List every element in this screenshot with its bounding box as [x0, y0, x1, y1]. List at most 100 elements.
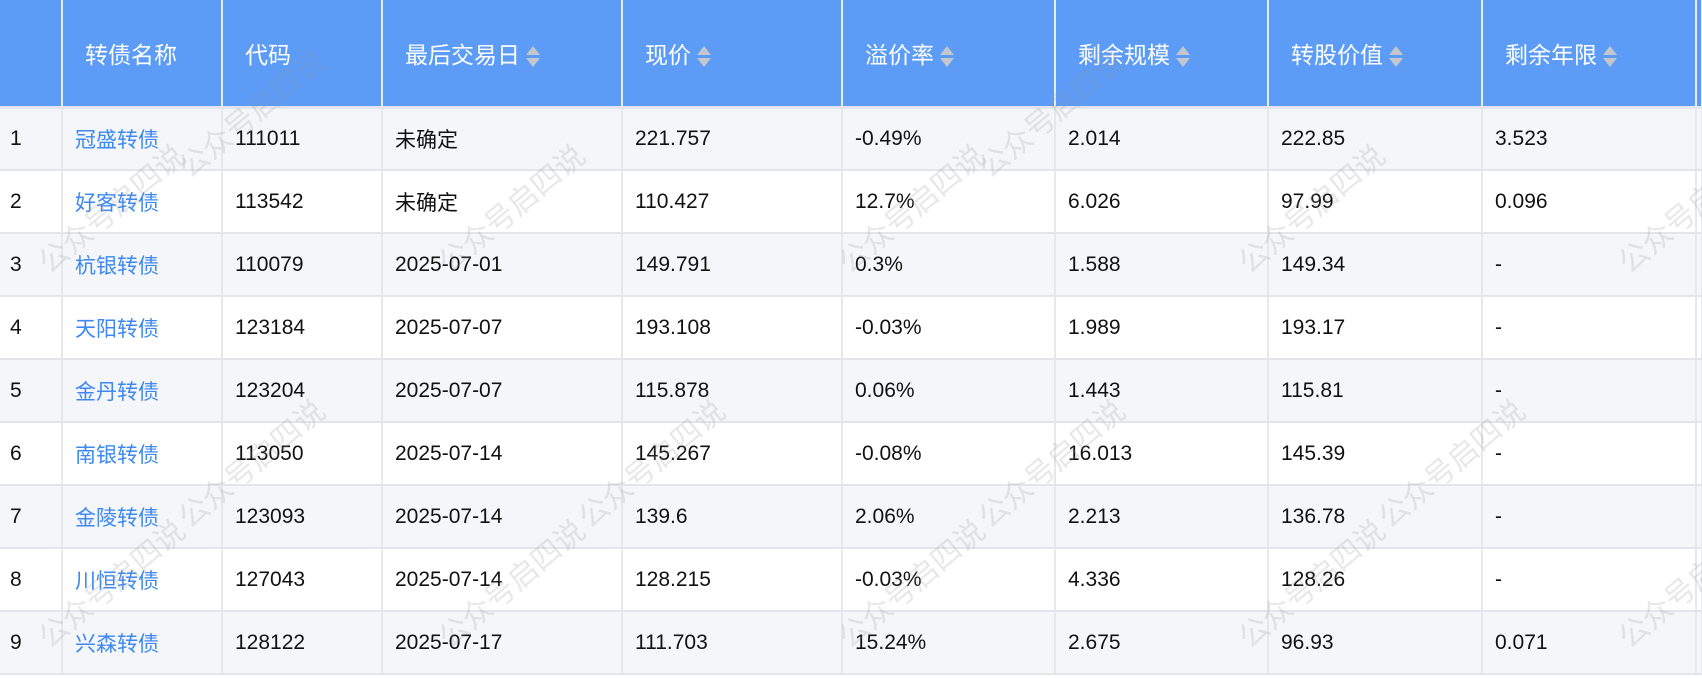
cell-remaining-years: - — [1482, 485, 1697, 549]
sort-icon[interactable] — [1603, 45, 1617, 69]
cell-index: 8 — [0, 548, 63, 612]
sort-icon[interactable] — [1389, 45, 1403, 69]
sort-icon[interactable] — [940, 45, 954, 69]
table-row: 3 杭银转债 110079 2025-07-01 149.791 0.3% 1.588 149… — [0, 233, 1702, 297]
cell-premium-rate: -0.03% — [842, 296, 1056, 360]
cell-extra — [1696, 359, 1702, 423]
cell-conversion-value: 96.93 — [1268, 611, 1483, 675]
cell-extra — [1696, 611, 1702, 675]
table-header: 转债名称 代码 最后交易日 现价 溢价率 剩余规模 转股价值 剩余年限 — [0, 0, 1702, 109]
cell-remaining-years: - — [1482, 296, 1697, 360]
cell-premium-rate: 0.3% — [842, 233, 1056, 297]
cell-conversion-value: 222.85 — [1268, 107, 1483, 171]
cell-index: 5 — [0, 359, 63, 423]
sort-icon[interactable] — [526, 45, 540, 69]
header-conversion-value[interactable]: 转股价值 — [1268, 0, 1483, 109]
table-body: 1 冠盛转债 111011 未确定 221.757 -0.49% 2.014 222.85 3.… — [0, 107, 1702, 675]
header-remaining-size[interactable]: 剩余规模 — [1055, 0, 1269, 109]
cell-remaining-size: 1.989 — [1055, 296, 1269, 360]
cell-premium-rate: 2.06% — [842, 485, 1056, 549]
cell-index: 3 — [0, 233, 63, 297]
cell-remaining-years: 0.071 — [1482, 611, 1697, 675]
header-label: 转股价值 — [1291, 41, 1383, 68]
cell-remaining-size: 4.336 — [1055, 548, 1269, 612]
cell-bond-name[interactable]: 川恒转债 — [62, 548, 223, 612]
cell-premium-rate: -0.08% — [842, 422, 1056, 486]
cell-index: 9 — [0, 611, 63, 675]
cell-extra — [1696, 296, 1702, 360]
cell-last-trading-day: 2025-07-17 — [382, 611, 623, 675]
cell-index: 4 — [0, 296, 63, 360]
cell-index: 2 — [0, 170, 63, 234]
cell-conversion-value: 128.26 — [1268, 548, 1483, 612]
sort-icon[interactable] — [697, 45, 711, 69]
cell-premium-rate: -0.03% — [842, 548, 1056, 612]
cell-code: 123204 — [222, 359, 383, 423]
header-label: 溢价率 — [865, 41, 934, 68]
cell-last-trading-day: 2025-07-14 — [382, 548, 623, 612]
cell-bond-name[interactable]: 好客转债 — [62, 170, 223, 234]
cell-code: 123184 — [222, 296, 383, 360]
cell-extra — [1696, 170, 1702, 234]
header-label: 剩余年限 — [1505, 41, 1597, 68]
cell-price: 193.108 — [622, 296, 843, 360]
cell-last-trading-day: 2025-07-01 — [382, 233, 623, 297]
cell-price: 145.267 — [622, 422, 843, 486]
cell-remaining-size: 2.014 — [1055, 107, 1269, 171]
cell-last-trading-day: 2025-07-07 — [382, 359, 623, 423]
cell-remaining-size: 2.213 — [1055, 485, 1269, 549]
cell-price: 111.703 — [622, 611, 843, 675]
cell-code: 127043 — [222, 548, 383, 612]
cell-last-trading-day: 2025-07-14 — [382, 485, 623, 549]
cell-bond-name[interactable]: 金陵转债 — [62, 485, 223, 549]
header-label: 代码 — [245, 41, 291, 68]
cell-remaining-size: 6.026 — [1055, 170, 1269, 234]
header-remaining-years[interactable]: 剩余年限 — [1482, 0, 1697, 109]
cell-remaining-years: 0.096 — [1482, 170, 1697, 234]
table-row: 4 天阳转债 123184 2025-07-07 193.108 -0.03% 1.989 1… — [0, 296, 1702, 360]
cell-code: 111011 — [222, 107, 383, 171]
cell-extra — [1696, 548, 1702, 612]
header-last-trading-day[interactable]: 最后交易日 — [382, 0, 623, 109]
cell-price: 128.215 — [622, 548, 843, 612]
cell-last-trading-day: 未确定 — [382, 170, 623, 234]
cell-extra — [1696, 233, 1702, 297]
header-extra — [1696, 0, 1702, 109]
cell-code: 113542 — [222, 170, 383, 234]
header-label: 转债名称 — [85, 41, 177, 68]
table-row: 6 南银转债 113050 2025-07-14 145.267 -0.08% 16.013… — [0, 422, 1702, 486]
cell-remaining-years: - — [1482, 548, 1697, 612]
cell-bond-name[interactable]: 杭银转债 — [62, 233, 223, 297]
cell-code: 110079 — [222, 233, 383, 297]
table-row: 8 川恒转债 127043 2025-07-14 128.215 -0.03% 4.336 1… — [0, 548, 1702, 612]
cell-remaining-size: 2.675 — [1055, 611, 1269, 675]
cell-index: 1 — [0, 107, 63, 171]
cell-remaining-years: 3.523 — [1482, 107, 1697, 171]
header-code: 代码 — [222, 0, 383, 109]
header-price[interactable]: 现价 — [622, 0, 843, 109]
cell-bond-name[interactable]: 金丹转债 — [62, 359, 223, 423]
cell-last-trading-day: 2025-07-14 — [382, 422, 623, 486]
cell-extra — [1696, 107, 1702, 171]
table-row: 5 金丹转债 123204 2025-07-07 115.878 0.06% 1.443 11… — [0, 359, 1702, 423]
cell-price: 110.427 — [622, 170, 843, 234]
cell-price: 221.757 — [622, 107, 843, 171]
header-label: 剩余规模 — [1078, 41, 1170, 68]
cell-premium-rate: 0.06% — [842, 359, 1056, 423]
header-premium-rate[interactable]: 溢价率 — [842, 0, 1056, 109]
cell-premium-rate: 12.7% — [842, 170, 1056, 234]
cell-remaining-years: - — [1482, 422, 1697, 486]
cell-bond-name[interactable]: 南银转债 — [62, 422, 223, 486]
sort-icon[interactable] — [1176, 45, 1190, 69]
cell-extra — [1696, 485, 1702, 549]
cell-code: 128122 — [222, 611, 383, 675]
cell-price: 139.6 — [622, 485, 843, 549]
cell-bond-name[interactable]: 天阳转债 — [62, 296, 223, 360]
cell-bond-name[interactable]: 兴森转债 — [62, 611, 223, 675]
cell-index: 7 — [0, 485, 63, 549]
cell-remaining-size: 16.013 — [1055, 422, 1269, 486]
cell-bond-name[interactable]: 冠盛转债 — [62, 107, 223, 171]
cell-remaining-years: - — [1482, 233, 1697, 297]
cell-price: 115.878 — [622, 359, 843, 423]
